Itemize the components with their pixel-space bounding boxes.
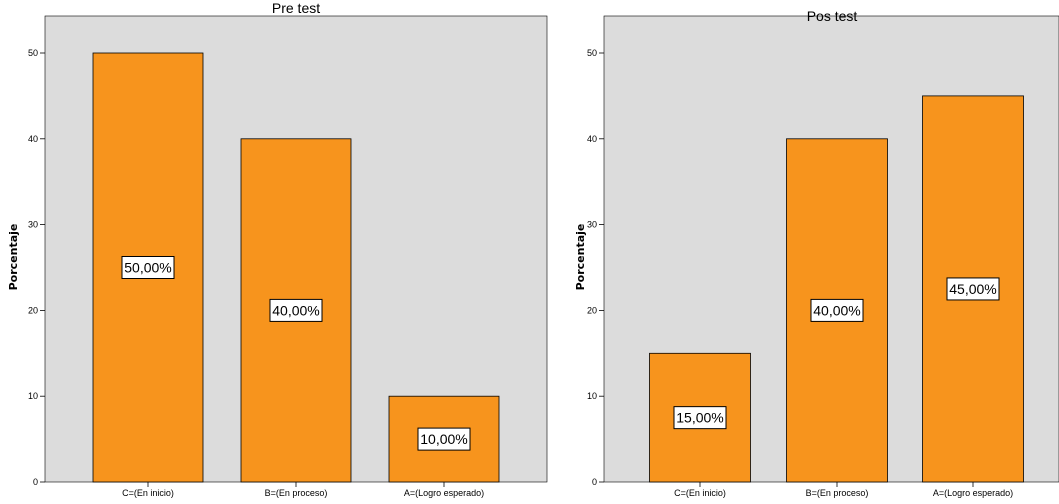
y-tick-label: 30 xyxy=(587,220,597,230)
pos-test-chart: Pos test Porcentaje 0 10 20 30 40 50 C=(En ini… xyxy=(574,8,1059,498)
data-label-box xyxy=(673,406,727,430)
y-tick-label: 20 xyxy=(28,305,38,315)
data-label-text: 50,00% xyxy=(124,260,171,276)
data-label-box xyxy=(946,277,1000,301)
y-tick-label: 50 xyxy=(28,48,38,58)
data-label-text: 15,00% xyxy=(676,410,723,426)
axes: 0 10 20 30 40 50 C=(En inicio) B=(En proceso) A=… xyxy=(28,48,484,498)
bars xyxy=(92,52,500,483)
x-tick-label: C=(En inicio) xyxy=(122,488,174,498)
x-tick-label: C=(En inicio) xyxy=(674,488,726,498)
data-labels: 50,00% 40,00% 10,00% xyxy=(121,256,471,451)
x-tick-label: A=(Logro esperado) xyxy=(404,488,484,498)
data-label: 40,00% xyxy=(810,298,864,322)
chart-title: Pos test xyxy=(807,8,858,24)
y-tick-label: 10 xyxy=(28,391,38,401)
data-label-text: 40,00% xyxy=(813,302,860,318)
x-tick-label: B=(En proceso) xyxy=(265,488,328,498)
y-tick-label: 30 xyxy=(28,220,38,230)
data-label-text: 40,00% xyxy=(272,302,319,318)
data-label-box xyxy=(269,298,323,322)
data-label-box xyxy=(810,298,864,322)
y-tick-label: 40 xyxy=(28,134,38,144)
data-labels: 15,00% 40,00% 45,00% xyxy=(673,277,1000,430)
y-tick-label: 20 xyxy=(587,305,597,315)
data-label: 15,00% xyxy=(673,406,727,430)
pre-test-chart: Pre test Porcentaje 0 10 20 30 40 50 C=(En ini… xyxy=(7,0,548,498)
x-tick-label: A=(Logro esperado) xyxy=(933,488,1013,498)
data-label: 50,00% xyxy=(121,256,175,279)
data-label-text: 10,00% xyxy=(420,431,467,447)
data-label-box xyxy=(121,256,175,279)
data-label: 45,00% xyxy=(946,277,1000,301)
y-tick-label: 40 xyxy=(587,134,597,144)
bars xyxy=(649,95,1024,483)
axes: 0 10 20 30 40 50 C=(En inicio) B=(En proceso) A=… xyxy=(587,48,1013,498)
chart-title: Pre test xyxy=(272,0,320,16)
data-label: 10,00% xyxy=(417,427,471,451)
y-tick-label: 10 xyxy=(587,391,597,401)
y-tick-label: 50 xyxy=(587,48,597,58)
bar xyxy=(240,138,352,483)
x-tick-label: B=(En proceso) xyxy=(806,488,869,498)
data-label-box xyxy=(417,427,471,451)
y-tick-label: 0 xyxy=(592,477,597,487)
data-label: 40,00% xyxy=(269,298,323,322)
y-axis-title: Porcentaje xyxy=(7,224,20,291)
y-tick-label: 0 xyxy=(33,477,38,487)
y-axis-title: Porcentaje xyxy=(574,224,587,291)
data-label-text: 45,00% xyxy=(949,281,996,297)
